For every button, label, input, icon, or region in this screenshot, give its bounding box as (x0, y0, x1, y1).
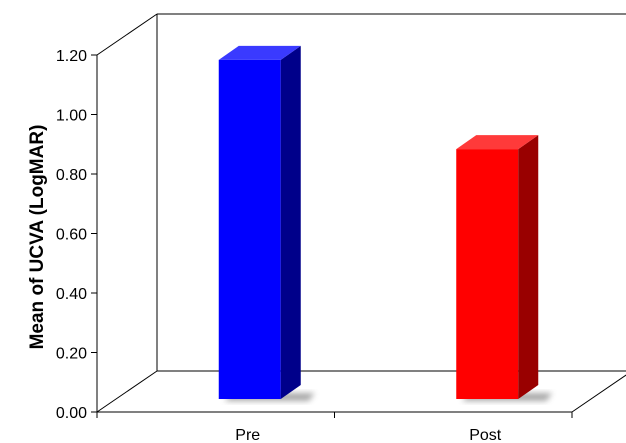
wall-top-edge (96, 13, 158, 56)
floor-left-edge (96, 370, 158, 413)
y-tick-label: 0.60 (56, 227, 87, 244)
bar-front-face (218, 59, 281, 399)
y-tick-label: 0.20 (56, 346, 87, 363)
floor-right-edge (571, 374, 626, 413)
x-axis-ticks: Pre Post (96, 412, 573, 443)
x-tick-label: Post (469, 427, 502, 443)
bar-top-face (456, 135, 539, 150)
chart-walls (96, 13, 626, 413)
y-axis-title: Mean of UCVA (LogMAR) (27, 125, 48, 350)
y-tick-label: 1.20 (56, 48, 87, 65)
y-tick-label: 0.80 (56, 167, 87, 184)
bar-front-face (456, 149, 519, 399)
bars (218, 45, 539, 399)
y-axis-ticks: 0.00 0.20 0.40 0.60 0.80 1.00 1.20 (56, 48, 97, 422)
bar-post (456, 135, 539, 399)
x-tick-label: Pre (235, 427, 260, 443)
y-tick-label: 0.40 (56, 286, 87, 303)
bar-side-face (518, 135, 539, 399)
bar-side-face (280, 45, 301, 399)
bar-pre (218, 45, 301, 399)
y-tick-label: 0.00 (56, 405, 87, 422)
bar-top-face (218, 45, 301, 60)
y-tick-label: 1.00 (56, 108, 87, 125)
